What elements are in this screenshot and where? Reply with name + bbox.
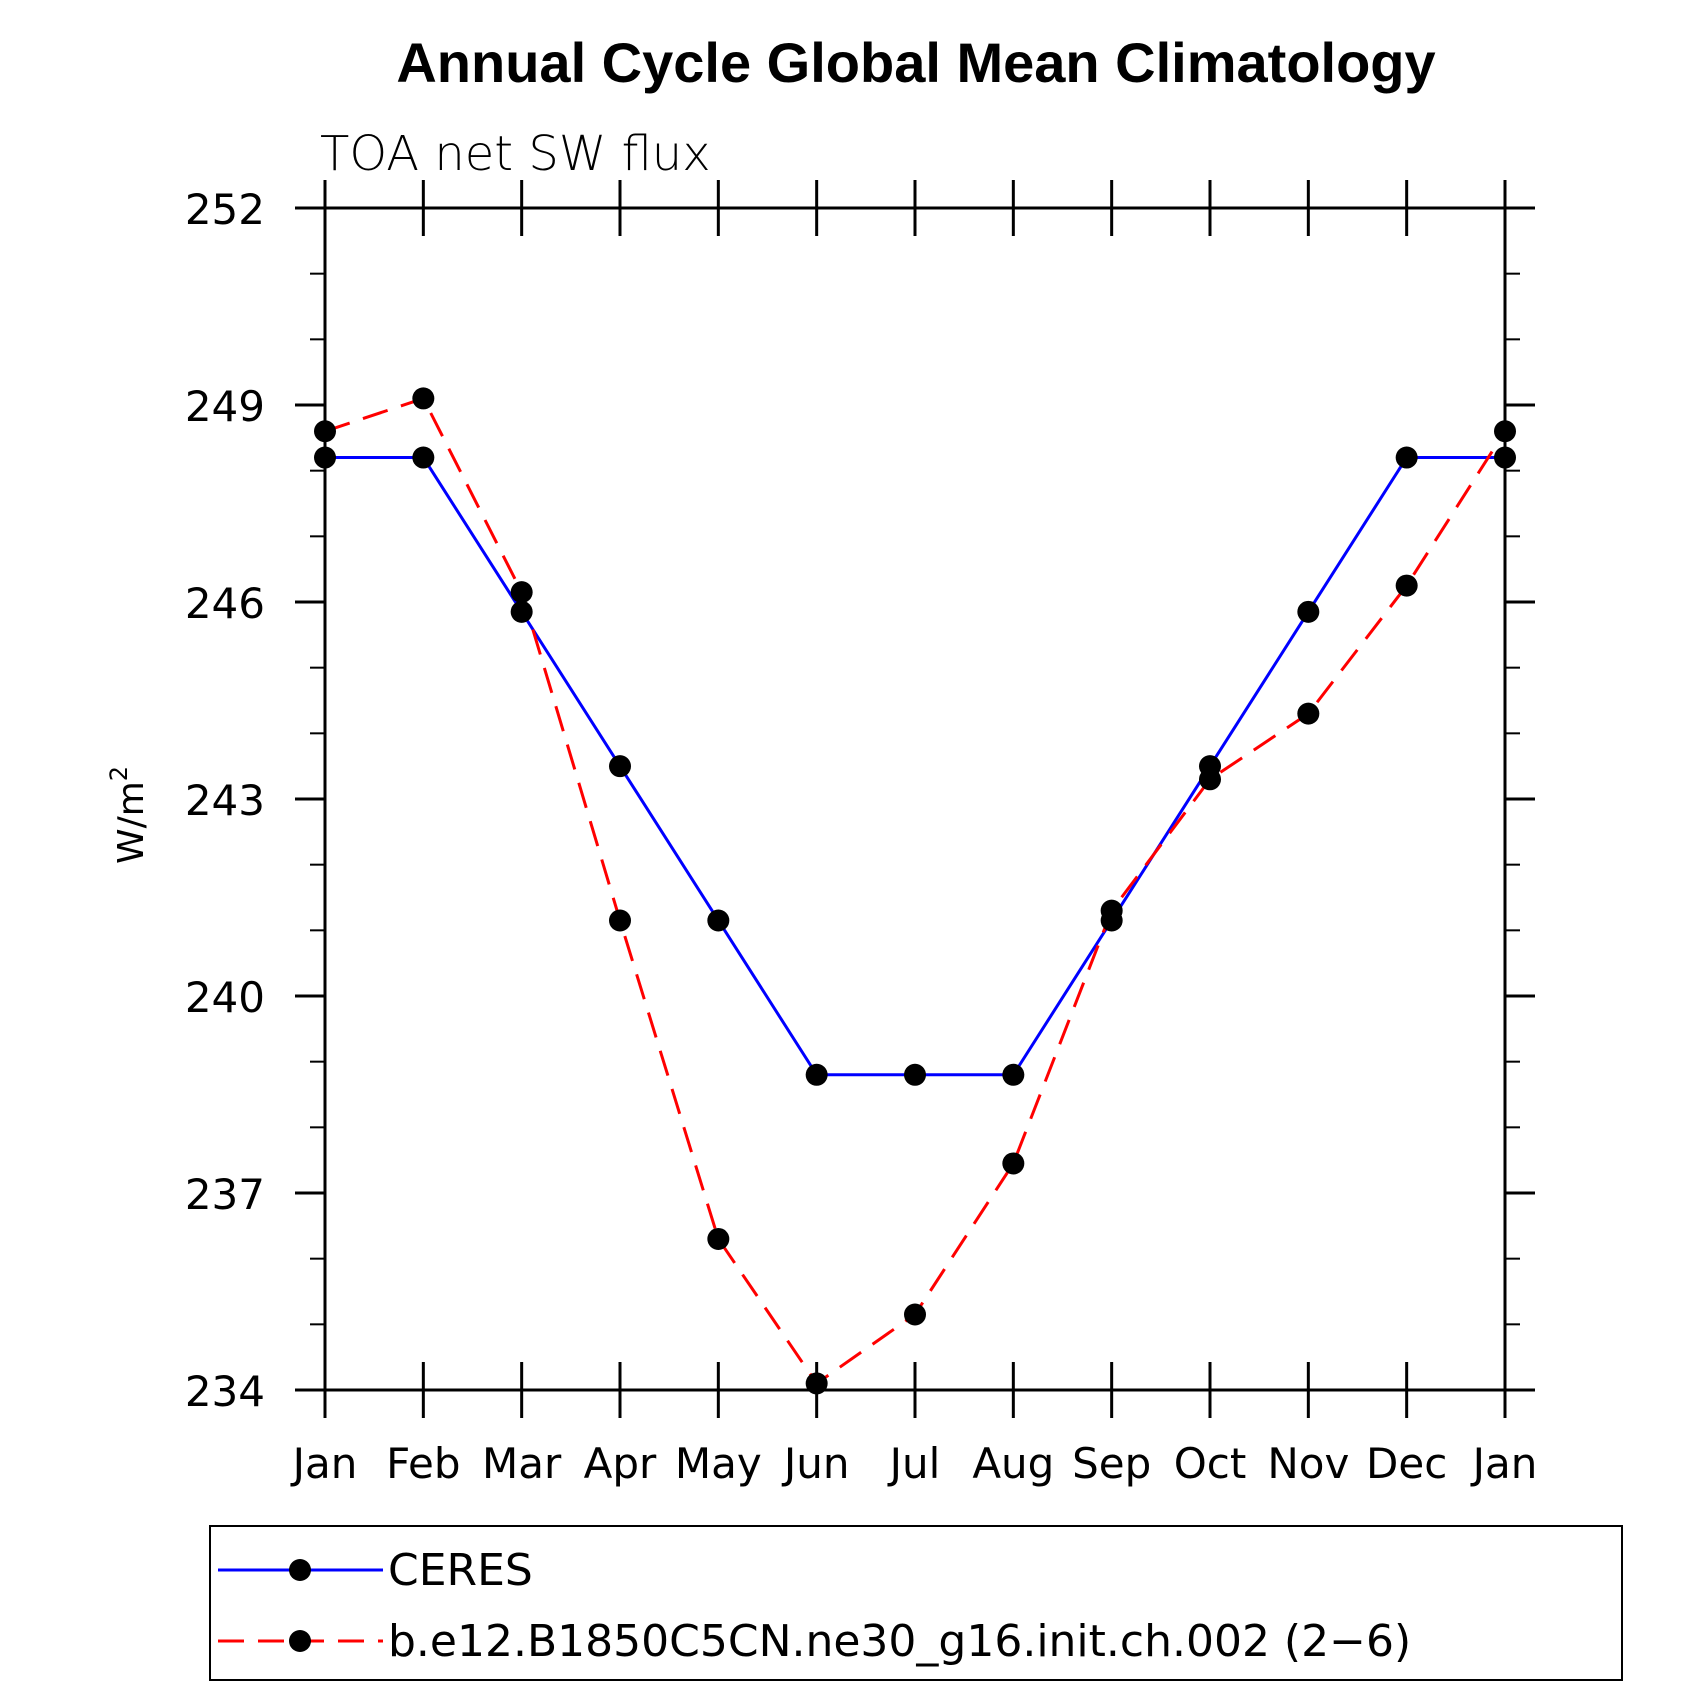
data-point-series-1 xyxy=(805,1372,828,1395)
data-point-series-1 xyxy=(510,581,533,604)
y-tick-label: 252 xyxy=(185,185,265,234)
data-point-series-0 xyxy=(1002,1063,1025,1086)
data-point-series-1 xyxy=(314,420,336,443)
x-tick-label: Aug xyxy=(972,1439,1054,1488)
data-point-series-0 xyxy=(707,909,730,932)
series-line-1 xyxy=(324,396,1507,1386)
data-point-series-0 xyxy=(412,446,435,469)
data-point-series-1 xyxy=(1100,899,1123,922)
x-tick-labels: Jan Feb Mar Apr May Jun Jul Aug Sep Oct Nov Dec Jan xyxy=(290,1439,1538,1488)
legend-marker-ceres xyxy=(289,1559,311,1581)
y-axis-label-superscript: 2 xyxy=(105,766,133,781)
series-group xyxy=(314,387,1516,1395)
data-point-series-0 xyxy=(510,600,533,623)
data-point-series-1 xyxy=(1494,420,1516,443)
y-tick-labels: 234 237 240 243 246 249 252 xyxy=(185,185,265,1416)
legend-marker-model xyxy=(289,1630,311,1652)
x-tick-label: Mar xyxy=(482,1439,562,1488)
data-point-series-1 xyxy=(1395,574,1418,597)
data-point-series-1 xyxy=(412,387,435,410)
y-axis-label: W/m2 xyxy=(105,766,152,864)
data-point-series-1 xyxy=(707,1227,730,1250)
x-tick-label: Feb xyxy=(386,1439,460,1488)
y-tick-label: 246 xyxy=(185,579,265,628)
x-tick-label: Dec xyxy=(1366,1439,1447,1488)
chart-title: Annual Cycle Global Mean Climatology xyxy=(396,31,1435,94)
y-tick-label: 243 xyxy=(185,776,265,825)
chart-subtitle: TOA net SW flux xyxy=(320,126,711,182)
x-tick-label: Sep xyxy=(1072,1439,1151,1488)
x-tick-label: Jul xyxy=(887,1439,941,1488)
x-tick-label: Jan xyxy=(290,1439,358,1488)
svg-text:W/m2: W/m2 xyxy=(105,766,152,864)
data-point-series-1 xyxy=(904,1303,926,1326)
legend-item-model: b.e12.B1850C5CN.ne30_g16.init.ch.002 (2−… xyxy=(218,1616,1411,1667)
plot-frame xyxy=(323,206,1507,1392)
axis-ticks xyxy=(295,180,1535,1418)
legend-box xyxy=(209,1525,1623,1681)
legend-item-ceres: CERES xyxy=(218,1545,533,1596)
x-tick-label: Jun xyxy=(781,1439,850,1488)
data-point-series-0 xyxy=(609,755,631,778)
y-tick-label: 249 xyxy=(185,382,265,431)
y-tick-label: 234 xyxy=(185,1367,265,1416)
data-point-series-0 xyxy=(904,1063,926,1086)
data-point-series-0 xyxy=(1494,446,1516,469)
x-tick-label: Oct xyxy=(1174,1439,1247,1488)
x-tick-label: Jan xyxy=(1470,1439,1538,1488)
data-point-series-1 xyxy=(1297,702,1320,725)
data-point-series-0 xyxy=(1297,600,1320,623)
x-tick-label: Nov xyxy=(1267,1439,1349,1488)
y-tick-label: 237 xyxy=(185,1170,265,1219)
x-tick-label: Apr xyxy=(584,1439,657,1488)
data-point-series-1 xyxy=(609,909,631,932)
legend-label-model: b.e12.B1850C5CN.ne30_g16.init.ch.002 (2−… xyxy=(388,1616,1411,1667)
legend-label-ceres: CERES xyxy=(388,1545,533,1596)
y-tick-label: 240 xyxy=(185,973,265,1022)
data-point-series-1 xyxy=(1199,768,1221,791)
data-point-series-0 xyxy=(314,446,336,469)
data-point-series-0 xyxy=(1395,446,1418,469)
y-axis-label-text: W/m xyxy=(111,781,152,864)
x-tick-label: May xyxy=(675,1439,762,1488)
data-point-series-1 xyxy=(1002,1152,1025,1175)
series-line-0 xyxy=(325,456,1505,1077)
data-point-series-0 xyxy=(805,1063,828,1086)
